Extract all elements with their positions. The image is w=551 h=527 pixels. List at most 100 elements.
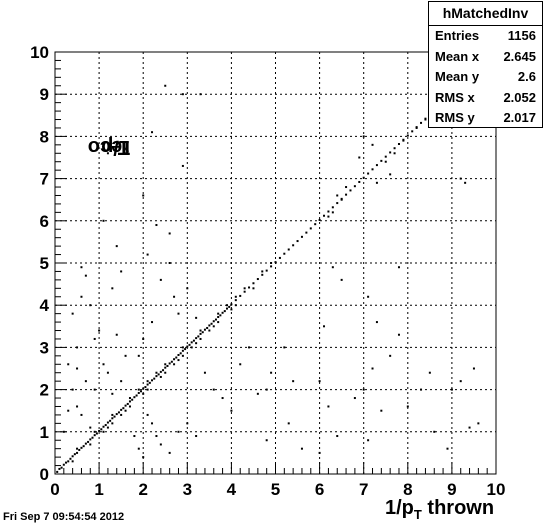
- data-point: [199, 93, 202, 96]
- data-point: [102, 219, 105, 222]
- data-point: [106, 152, 109, 155]
- data-point: [349, 189, 352, 192]
- data-point: [428, 371, 431, 374]
- data-point: [87, 440, 90, 443]
- data-point: [137, 354, 140, 357]
- x-axis-label: 1/pT thrown: [385, 497, 495, 522]
- data-point: [358, 180, 361, 183]
- x-tick-label: 10: [487, 480, 506, 499]
- data-point: [353, 185, 356, 188]
- data-point: [84, 380, 87, 383]
- y-tick-label: 9: [40, 85, 49, 104]
- data-point: [111, 422, 114, 425]
- data-point: [380, 409, 383, 412]
- data-point: [223, 310, 226, 313]
- data-point: [225, 307, 228, 310]
- x-tick-label: 0: [50, 480, 59, 499]
- data-point: [375, 164, 378, 167]
- data-point: [243, 290, 246, 293]
- data-point: [397, 142, 400, 145]
- data-point: [109, 419, 112, 422]
- data-point: [142, 456, 145, 459]
- stats-row-mean-x: Mean x 2.645: [435, 48, 536, 64]
- data-point: [164, 366, 167, 369]
- data-point: [375, 321, 378, 324]
- data-point: [80, 413, 83, 416]
- data-point: [371, 143, 374, 146]
- data-point: [91, 436, 94, 439]
- data-point: [78, 448, 81, 451]
- data-point: [56, 470, 59, 473]
- data-point: [177, 312, 180, 315]
- data-point: [345, 193, 348, 196]
- data-point: [203, 328, 206, 331]
- data-point: [225, 304, 228, 307]
- data-point: [393, 152, 396, 155]
- data-point: [256, 392, 259, 395]
- data-point: [146, 388, 149, 391]
- data-point: [60, 466, 63, 469]
- data-point: [203, 371, 206, 374]
- stats-row-rms-x: RMS x 2.052: [435, 89, 536, 105]
- data-point: [384, 160, 387, 163]
- stats-box: hMatchedInv Entries 1156 Mean x 2.645 Mean…: [428, 1, 543, 128]
- data-point: [195, 342, 198, 345]
- y-tick-label: 5: [40, 254, 49, 273]
- data-point: [424, 118, 427, 121]
- data-point: [248, 346, 251, 349]
- data-point: [139, 390, 142, 393]
- data-point: [314, 223, 317, 226]
- stats-row-entries: Entries 1156: [435, 28, 536, 43]
- data-point: [459, 380, 462, 383]
- data-point: [221, 311, 224, 314]
- data-point: [98, 329, 101, 332]
- data-point: [89, 426, 92, 429]
- data-point: [133, 396, 136, 399]
- data-point: [270, 371, 273, 374]
- data-point: [230, 303, 233, 306]
- x-tick-label: 4: [227, 480, 237, 499]
- data-point: [131, 398, 134, 401]
- data-point: [115, 413, 118, 416]
- data-point: [137, 447, 140, 450]
- data-point: [102, 363, 105, 366]
- data-point: [336, 435, 339, 438]
- timestamp-footer: Fri Sep 7 09:54:54 2012: [3, 511, 125, 523]
- data-point: [420, 121, 423, 124]
- data-point: [84, 274, 87, 277]
- data-point: [124, 404, 127, 407]
- data-point: [195, 435, 198, 438]
- data-point: [362, 135, 365, 138]
- y-tick-label: 6: [40, 212, 49, 231]
- data-point: [420, 388, 423, 391]
- data-point: [155, 371, 158, 374]
- data-point: [340, 198, 343, 201]
- stats-row-rms-y: RMS y 2.017: [435, 110, 536, 125]
- data-point: [126, 402, 129, 405]
- data-point: [300, 447, 303, 450]
- data-point: [468, 426, 471, 429]
- data-point: [159, 278, 162, 281]
- data-point: [287, 422, 290, 425]
- data-point: [208, 329, 211, 332]
- data-point: [164, 84, 167, 87]
- data-point: [155, 224, 158, 227]
- data-point: [197, 335, 200, 338]
- data-point: [214, 318, 217, 321]
- data-point: [464, 181, 467, 184]
- data-point: [71, 460, 74, 463]
- y-tick-label: 1: [40, 423, 49, 442]
- data-point: [331, 211, 334, 214]
- x-tick-label: 5: [271, 480, 280, 499]
- data-point: [113, 415, 116, 418]
- data-point: [318, 218, 321, 221]
- data-point: [212, 388, 215, 391]
- data-point: [76, 346, 79, 349]
- data-point: [256, 278, 259, 281]
- data-point: [228, 305, 231, 308]
- data-point: [389, 354, 392, 357]
- data-point: [199, 337, 202, 340]
- x-tick-label: 6: [315, 480, 324, 499]
- data-point: [128, 405, 131, 408]
- data-point: [80, 446, 83, 449]
